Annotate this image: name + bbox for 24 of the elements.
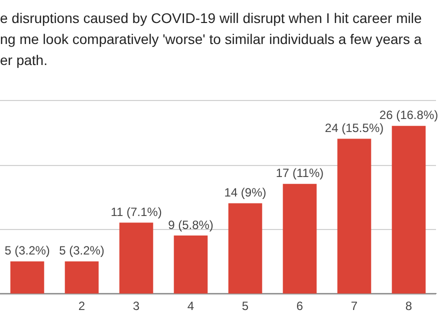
bar [174, 236, 208, 294]
x-tick-label: 4 [187, 299, 194, 314]
x-tick-label: 6 [296, 299, 304, 314]
data-label: 5 (3.2%) [59, 244, 104, 258]
bar [10, 261, 44, 294]
data-label: 5 (3.2%) [4, 244, 50, 258]
data-label: 17 (11%) [276, 166, 324, 180]
x-tick-label: 5 [242, 299, 249, 314]
bar [64, 261, 99, 294]
data-label: 14 (9%) [224, 186, 266, 200]
bar [228, 203, 262, 294]
x-tick-label: 7 [350, 299, 358, 314]
data-label: 11 (7.1%) [110, 204, 162, 219]
x-tick-label: 2 [78, 299, 86, 314]
bar [282, 184, 317, 294]
bar [119, 222, 154, 294]
data-label: 26 (16.8%) [379, 108, 438, 122]
x-tick-label: 8 [405, 299, 412, 314]
bar [392, 126, 426, 294]
x-tick-label: 3 [132, 299, 140, 314]
data-label: 9 (5.8%) [168, 218, 214, 232]
chart-title: e disruptions caused by COVID-19 will disrupt when I hit career mile ng me look comparatively 'worse' to similar individuals a few years a er path. [0, 9, 423, 70]
data-label: 24 (15.5%) [324, 121, 384, 136]
bar [337, 138, 372, 294]
